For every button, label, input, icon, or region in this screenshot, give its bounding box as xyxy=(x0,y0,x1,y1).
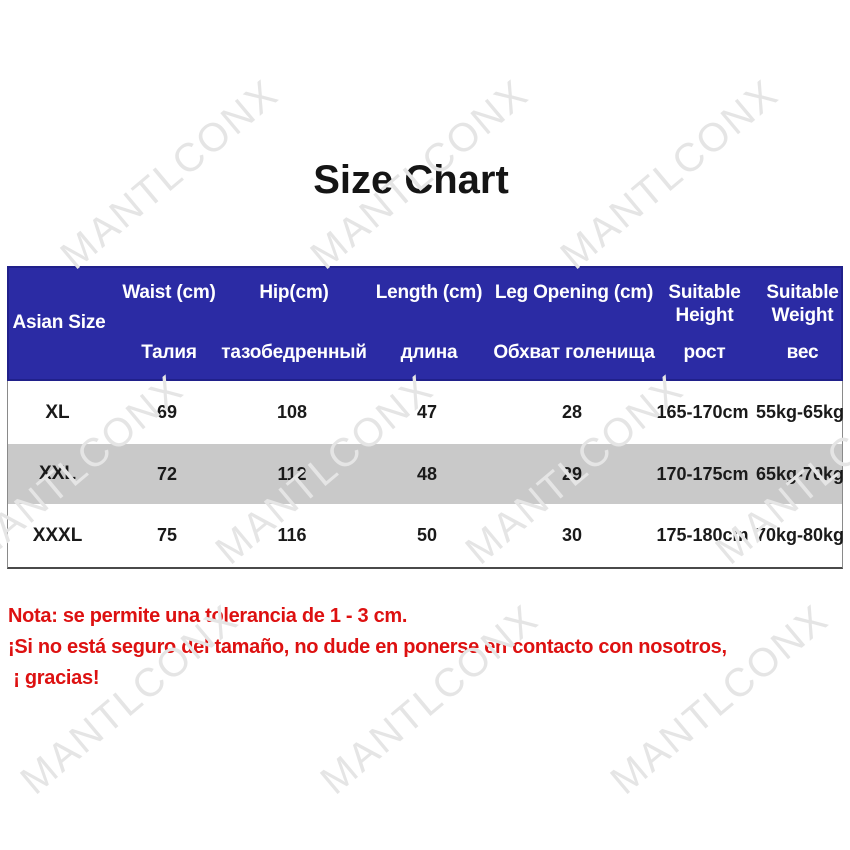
value-cell: 65kg-70kg xyxy=(755,463,845,484)
column-header-label: Asian Size xyxy=(12,311,106,333)
note-line: ¡Si no está seguro del tamaño, no dude e… xyxy=(8,636,727,658)
value-cell: 48 xyxy=(416,463,438,484)
column-header-ru: Талия xyxy=(141,341,197,363)
size-cell: XXXL xyxy=(32,524,83,546)
tolerance-note: Nota: se permite una tolerancia de 1 - 3… xyxy=(8,601,727,694)
column-header: Hip(cm) тазобедренный xyxy=(221,268,367,379)
note-line: ¡ gracias! xyxy=(8,667,100,689)
value-cell: 170-175cm xyxy=(656,463,749,484)
column-header-en: Suitable Height xyxy=(668,282,741,327)
size-chart-table: Asian Size Waist (cm) Талия Hip(cm) тазобед… xyxy=(7,266,845,569)
column-header-ru: тазобедренный xyxy=(221,341,367,363)
column-header: Waist (cm) Талия xyxy=(109,268,229,379)
column-header: Length (cm) длина xyxy=(359,268,499,379)
value-cell: 50 xyxy=(416,525,438,545)
column-header-ru: длина xyxy=(400,341,458,363)
size-cell: XXL xyxy=(39,463,76,484)
size-cell: XL xyxy=(45,401,70,423)
column-header-asian-size: Asian Size xyxy=(9,268,109,379)
column-header-en: Leg Opening (cm) xyxy=(494,282,654,303)
value-cell: 47 xyxy=(416,402,438,422)
note-line: Nota: se permite una tolerancia de 1 - 3… xyxy=(8,605,408,627)
value-cell: 116 xyxy=(277,525,307,545)
column-header: Suitable Weight вес xyxy=(760,268,845,379)
value-cell: 29 xyxy=(561,463,583,484)
column-header: Leg Opening (cm) Обхват голенища xyxy=(493,268,655,379)
column-header-ru: вес xyxy=(786,341,819,363)
table-row: XXL 72 112 48 29 170-175cm 65kg-70kg xyxy=(8,444,845,504)
value-cell: 112 xyxy=(277,463,307,484)
value-cell: 108 xyxy=(276,402,308,422)
column-header-en: Hip(cm) xyxy=(259,282,329,303)
value-cell: 55kg-65kg xyxy=(755,402,845,422)
table-row: XL 69 108 47 28 165-170cm 55kg-65kg xyxy=(8,381,845,444)
value-cell: 175-180cm xyxy=(656,525,749,545)
value-cell: 70kg-80kg xyxy=(755,525,845,545)
value-cell: 72 xyxy=(156,463,178,484)
column-header-en: Waist (cm) xyxy=(122,282,216,303)
column-header-en: Suitable Weight xyxy=(766,282,839,327)
table-row: XXXL 75 116 50 30 175-180cm 70kg-80kg xyxy=(8,504,845,567)
page-title: Size Chart xyxy=(313,158,509,202)
value-cell: 30 xyxy=(561,525,583,545)
value-cell: 75 xyxy=(156,525,178,545)
value-cell: 165-170cm xyxy=(656,402,749,422)
value-cell: 69 xyxy=(156,402,178,422)
value-cell: 28 xyxy=(561,402,583,422)
column-header: Suitable Height рост xyxy=(649,268,760,379)
table-header-row: Asian Size Waist (cm) Талия Hip(cm) тазобед… xyxy=(7,266,843,381)
column-header-ru: рост xyxy=(683,341,726,363)
column-header-ru: Обхват голенища xyxy=(493,341,655,363)
table-body: XL 69 108 47 28 165-170cm 55kg-65kg XXL 72 112 48 2… xyxy=(7,381,845,569)
column-header-en: Length (cm) xyxy=(375,282,483,303)
